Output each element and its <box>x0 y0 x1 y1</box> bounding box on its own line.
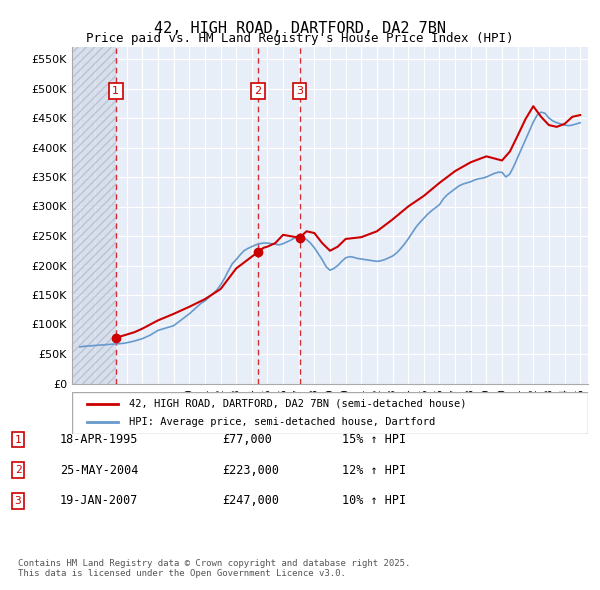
Text: £77,000: £77,000 <box>222 433 272 446</box>
Text: 3: 3 <box>296 86 303 96</box>
Text: 42, HIGH ROAD, DARTFORD, DA2 7BN: 42, HIGH ROAD, DARTFORD, DA2 7BN <box>154 21 446 35</box>
Text: HPI: Average price, semi-detached house, Dartford: HPI: Average price, semi-detached house,… <box>129 417 435 427</box>
Text: Contains HM Land Registry data © Crown copyright and database right 2025.
This d: Contains HM Land Registry data © Crown c… <box>18 559 410 578</box>
Text: 12% ↑ HPI: 12% ↑ HPI <box>342 464 406 477</box>
Text: Price paid vs. HM Land Registry's House Price Index (HPI): Price paid vs. HM Land Registry's House … <box>86 32 514 45</box>
Text: 15% ↑ HPI: 15% ↑ HPI <box>342 433 406 446</box>
Text: 1: 1 <box>14 435 22 444</box>
Text: 18-APR-1995: 18-APR-1995 <box>60 433 139 446</box>
Bar <box>72 47 116 384</box>
Text: 42, HIGH ROAD, DARTFORD, DA2 7BN (semi-detached house): 42, HIGH ROAD, DARTFORD, DA2 7BN (semi-d… <box>129 399 466 409</box>
Text: 10% ↑ HPI: 10% ↑ HPI <box>342 494 406 507</box>
Text: 25-MAY-2004: 25-MAY-2004 <box>60 464 139 477</box>
Text: 3: 3 <box>14 496 22 506</box>
Text: £223,000: £223,000 <box>222 464 279 477</box>
Text: 2: 2 <box>14 466 22 475</box>
Text: 19-JAN-2007: 19-JAN-2007 <box>60 494 139 507</box>
Text: 1: 1 <box>112 86 119 96</box>
Text: £247,000: £247,000 <box>222 494 279 507</box>
Text: 2: 2 <box>254 86 262 96</box>
